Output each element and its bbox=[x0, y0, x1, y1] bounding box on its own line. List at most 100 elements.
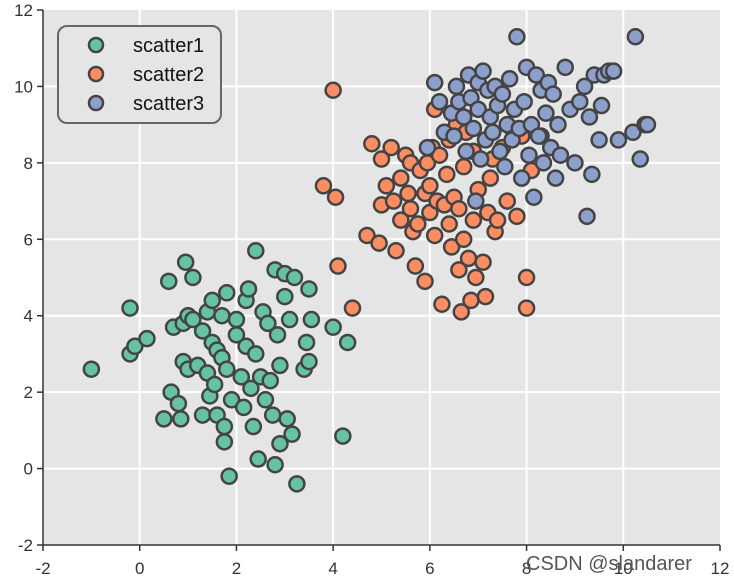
scatter1-point bbox=[218, 360, 236, 378]
scatter2-point bbox=[392, 211, 410, 229]
scatter3-point bbox=[500, 70, 519, 88]
y-tick-label: 4 bbox=[24, 307, 33, 326]
scatter3-point bbox=[571, 92, 589, 111]
scatter1-point bbox=[155, 410, 173, 428]
scatter1-point bbox=[203, 291, 221, 310]
scatter2-point bbox=[421, 177, 439, 195]
legend-marker-scatter1 bbox=[87, 36, 105, 54]
scatter3-point bbox=[474, 62, 492, 80]
scatter1-point bbox=[334, 427, 352, 445]
scatter1-point bbox=[338, 333, 357, 352]
scatter3-point bbox=[425, 73, 444, 92]
scatter2-point bbox=[452, 303, 471, 321]
scatter2-point bbox=[474, 253, 492, 271]
scatter1-point bbox=[256, 391, 275, 409]
scatter1-point bbox=[193, 406, 212, 424]
scatter1-point bbox=[283, 425, 301, 443]
scatter3-point bbox=[430, 92, 449, 111]
legend-label-scatter2: scatter2 bbox=[133, 64, 204, 86]
scatter2-point bbox=[377, 177, 396, 195]
scatter1-point bbox=[261, 371, 280, 390]
scatter2-point bbox=[442, 238, 461, 256]
scatter3-point bbox=[445, 127, 463, 145]
scatter2-point bbox=[329, 257, 347, 275]
scatter2-point bbox=[314, 177, 333, 195]
scatter3-point bbox=[626, 28, 645, 46]
y-tick-label: 12 bbox=[14, 1, 33, 20]
scatter3-point bbox=[551, 146, 570, 164]
scatter3-point bbox=[493, 85, 512, 103]
scatter1-point bbox=[138, 329, 156, 348]
scatter3-point bbox=[537, 104, 555, 122]
scatter2-point bbox=[324, 81, 342, 99]
scatter2-point bbox=[387, 242, 405, 260]
scatter2-point bbox=[399, 184, 417, 203]
scatter3-point bbox=[556, 58, 575, 77]
scatter2-point bbox=[467, 268, 485, 287]
scatter2-point bbox=[508, 207, 526, 226]
scatter1-point bbox=[227, 310, 246, 329]
scatter1-point bbox=[239, 280, 258, 298]
scatter3-point bbox=[454, 108, 473, 126]
x-tick-label: 2 bbox=[232, 559, 241, 578]
y-tick-label: 0 bbox=[24, 460, 33, 479]
y-tick-label: -2 bbox=[18, 536, 33, 555]
series-scatter1 bbox=[82, 242, 357, 493]
scatter1-point bbox=[297, 333, 316, 352]
x-tick-label: 12 bbox=[711, 559, 730, 578]
data-points bbox=[82, 28, 657, 493]
scatter3-point bbox=[566, 154, 584, 172]
scatter2-point bbox=[438, 165, 456, 184]
scatter1-point bbox=[184, 310, 202, 329]
scatter1-point bbox=[249, 450, 267, 468]
scatter1-point bbox=[184, 268, 202, 287]
scatter1-point bbox=[266, 456, 284, 474]
scatter2-point bbox=[430, 146, 449, 164]
legend: scatter1 scatter2 scatter3 bbox=[57, 25, 222, 124]
scatter1-point bbox=[278, 410, 296, 428]
scatter1-point bbox=[302, 310, 321, 329]
scatter3-point bbox=[508, 28, 526, 46]
scatter2-point bbox=[488, 211, 507, 229]
scatter3-point bbox=[580, 108, 599, 126]
scatter3-point bbox=[512, 169, 531, 187]
scatter2-point bbox=[382, 138, 400, 157]
legend-label-scatter3: scatter3 bbox=[133, 93, 204, 115]
legend-items: scatter1 scatter2 scatter3 bbox=[87, 35, 204, 115]
scatter2-point bbox=[476, 287, 495, 306]
y-tick-label: 10 bbox=[14, 77, 33, 96]
scatter1-point bbox=[247, 345, 265, 363]
axes: -2 0 2 4 6 8 10 12 -2 0 2 4 6 8 10 12 bbox=[14, 1, 729, 578]
scatter3-point bbox=[469, 100, 487, 119]
x-tick-label: -2 bbox=[35, 559, 50, 578]
scatter2-point bbox=[409, 215, 427, 233]
scatter3-point bbox=[464, 119, 483, 138]
scatter1-point bbox=[205, 375, 224, 394]
scatter2-point bbox=[440, 215, 458, 233]
scatter2-point bbox=[372, 150, 391, 168]
scatter3-point bbox=[525, 188, 543, 206]
scatter1-point bbox=[215, 433, 234, 451]
scatter3-point bbox=[457, 142, 475, 161]
scatter1-point bbox=[169, 394, 188, 413]
scatter3-point bbox=[604, 62, 623, 80]
scatter1-point bbox=[172, 410, 190, 428]
scatter2-point bbox=[326, 188, 345, 206]
scatter3-point bbox=[527, 66, 545, 84]
scatter3-point bbox=[583, 165, 601, 184]
x-tick-label: 6 bbox=[425, 559, 434, 578]
scatter1-point bbox=[276, 287, 294, 306]
scatter2-point bbox=[517, 268, 536, 287]
x-tick-label: 10 bbox=[614, 559, 633, 578]
y-tick-label: 6 bbox=[24, 230, 33, 249]
legend-label-scatter1: scatter1 bbox=[133, 35, 204, 57]
scatter2-point bbox=[462, 291, 480, 310]
scatter1-point bbox=[285, 268, 304, 287]
scatter2-point bbox=[481, 169, 500, 187]
scatter1-point bbox=[213, 306, 231, 325]
scatter2-point bbox=[401, 199, 420, 218]
scatter2-point bbox=[425, 226, 444, 245]
scatter1-point bbox=[280, 310, 299, 329]
scatter3-point bbox=[590, 131, 608, 149]
